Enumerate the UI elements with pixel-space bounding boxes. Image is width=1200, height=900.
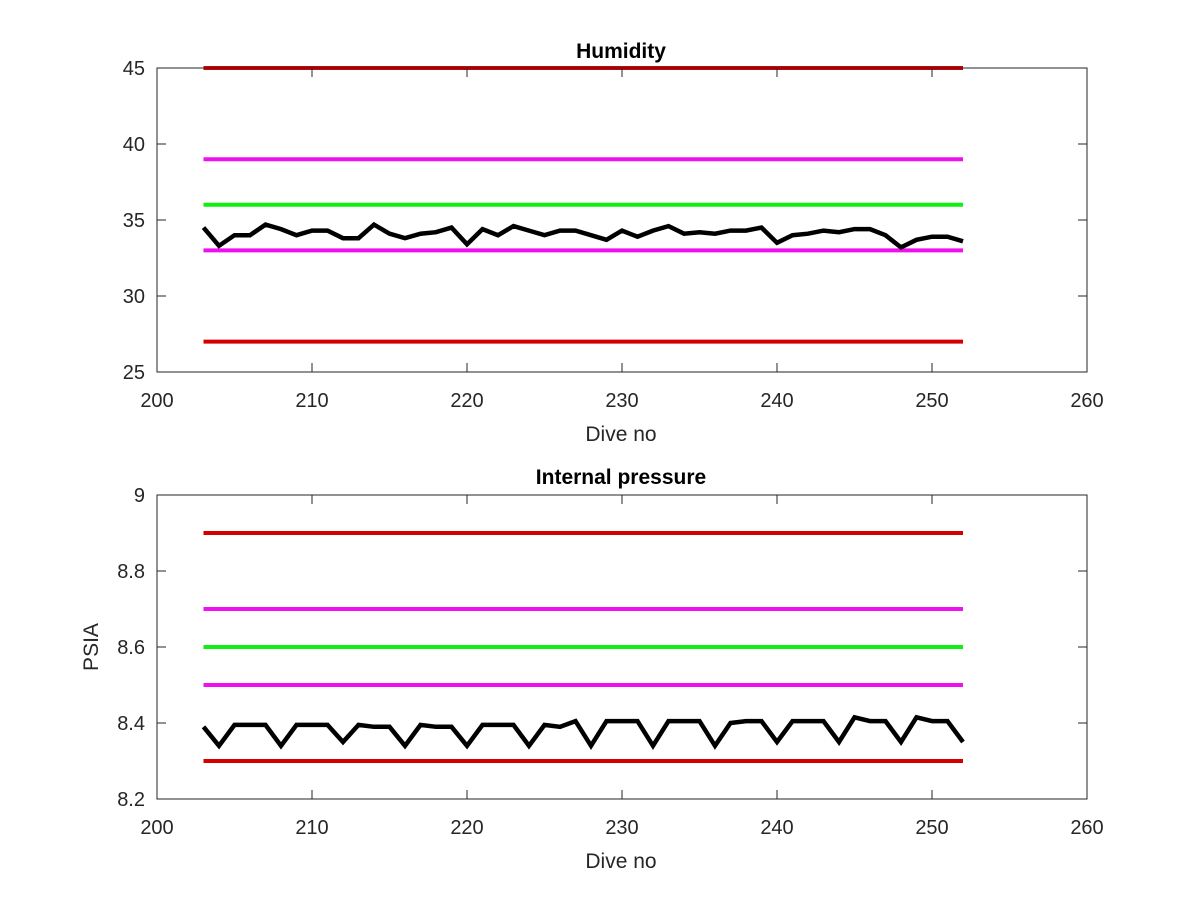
internal-pressure-x-tick-label: 260 [1070, 817, 1103, 839]
humidity-y-tick-label: 40 [123, 134, 145, 156]
humidity-x-tick-label: 260 [1070, 390, 1103, 412]
internal-pressure-x-tick-label: 210 [295, 817, 328, 839]
humidity-ticks: 200 210 220 230 240 250 260 25 30 35 40 45 [123, 58, 1104, 412]
humidity-x-tick-label: 240 [760, 390, 793, 412]
humidity-x-tick-label: 230 [605, 390, 638, 412]
internal-pressure-plot-area [201, 531, 965, 763]
humidity-series-line-0 [201, 221, 964, 251]
humidity-y-tick-label: 45 [123, 58, 145, 80]
internal-pressure-ticks: 200 210 220 230 240 250 260 8.2 8.4 8.6 8.8 9 [117, 485, 1104, 839]
internal-pressure-x-tick-label: 200 [140, 817, 173, 839]
humidity-x-tick-label: 200 [140, 390, 173, 412]
humidity-x-axis-label: Dive no [585, 423, 656, 446]
internal-pressure-y-tick-label: 8.6 [117, 637, 145, 659]
internal-pressure-series-line-0 [201, 714, 965, 751]
internal-pressure-y-tick-label: 8.4 [117, 713, 145, 735]
internal-pressure-y-tick-label: 8.2 [117, 789, 145, 811]
humidity-y-tick-label: 25 [123, 362, 145, 384]
internal-pressure-y-tick-label: 9 [134, 485, 145, 507]
humidity-y-tick-label: 35 [123, 210, 145, 232]
internal-pressure-y-tick-label: 8.8 [117, 561, 145, 583]
internal-pressure-title: Internal pressure [536, 466, 706, 489]
internal-pressure-x-tick-label: 240 [760, 817, 793, 839]
humidity-x-tick-label: 210 [295, 390, 328, 412]
internal-pressure-x-tick-label: 250 [915, 817, 948, 839]
humidity-y-tick-label: 30 [123, 286, 145, 308]
internal-pressure-x-axis-label: Dive no [585, 850, 656, 873]
humidity-x-tick-label: 250 [915, 390, 948, 412]
humidity-title: Humidity [576, 40, 666, 63]
humidity-x-tick-label: 220 [450, 390, 483, 412]
internal-pressure-chart: 200 210 220 230 240 250 260 8.2 8.4 8.6 8.8 9 Inter… [80, 466, 1104, 873]
internal-pressure-y-axis-label: PSIA [80, 623, 103, 671]
humidity-chart: 200 210 220 230 240 250 260 25 30 35 40 45 Humidity… [123, 40, 1104, 446]
internal-pressure-x-tick-label: 220 [450, 817, 483, 839]
internal-pressure-x-tick-label: 230 [605, 817, 638, 839]
